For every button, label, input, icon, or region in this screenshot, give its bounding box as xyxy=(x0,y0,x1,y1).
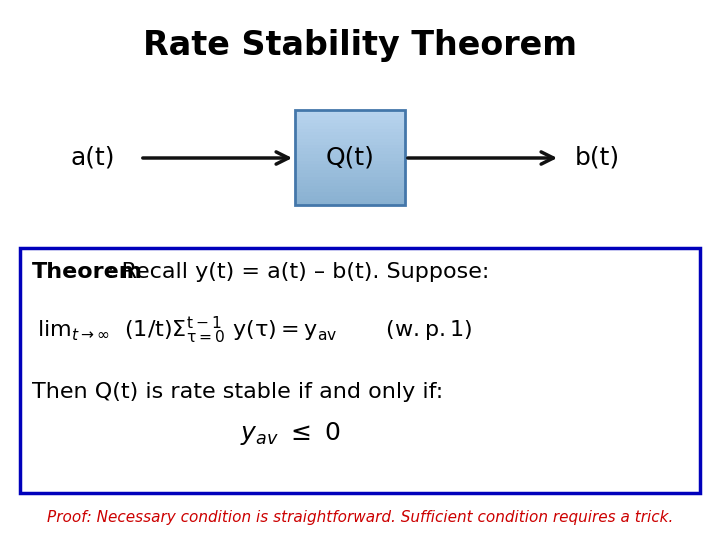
Bar xyxy=(295,136,405,139)
Bar xyxy=(295,129,405,133)
Bar xyxy=(295,183,405,187)
Bar xyxy=(295,138,405,143)
Text: Rate Stability Theorem: Rate Stability Theorem xyxy=(143,29,577,62)
Bar xyxy=(20,248,700,493)
Bar xyxy=(295,158,405,161)
Text: Then Q(t) is rate stable if and only if:: Then Q(t) is rate stable if and only if: xyxy=(32,382,444,402)
Bar xyxy=(295,113,405,117)
Bar xyxy=(295,186,405,190)
Bar xyxy=(295,145,405,149)
Bar xyxy=(295,119,405,124)
Bar xyxy=(295,110,405,205)
Bar xyxy=(295,167,405,171)
Bar xyxy=(295,192,405,197)
Bar xyxy=(295,195,405,200)
Text: Q(t): Q(t) xyxy=(325,145,374,170)
Text: Proof: Necessary condition is straightforward. Sufficient condition requires a t: Proof: Necessary condition is straightfo… xyxy=(47,510,673,525)
Text: a(t): a(t) xyxy=(71,146,115,170)
Bar xyxy=(295,151,405,156)
Bar xyxy=(295,123,405,127)
Bar xyxy=(295,126,405,130)
Bar xyxy=(295,177,405,181)
Bar xyxy=(295,202,405,206)
Text: b(t): b(t) xyxy=(575,146,620,170)
Bar xyxy=(295,161,405,165)
Text: $y_{av}\ \leq\ 0$: $y_{av}\ \leq\ 0$ xyxy=(240,420,341,447)
Bar xyxy=(295,110,405,114)
Bar xyxy=(295,141,405,146)
Bar xyxy=(295,173,405,178)
Bar xyxy=(295,164,405,168)
Bar xyxy=(295,170,405,174)
Bar xyxy=(295,180,405,184)
Bar xyxy=(295,199,405,203)
Text: Theorem: Theorem xyxy=(32,262,143,282)
Text: $\mathsf{lim}_{t\rightarrow\infty}$  $\mathsf{(1/t)\Sigma_{\tau=0}^{t-1}\ y(\tau: $\mathsf{lim}_{t\rightarrow\infty}$ $\ma… xyxy=(37,315,472,346)
Text: : Recall y(t) = a(t) – b(t). Suppose:: : Recall y(t) = a(t) – b(t). Suppose: xyxy=(107,262,490,282)
Bar xyxy=(295,154,405,159)
Bar xyxy=(295,148,405,152)
Bar xyxy=(295,132,405,136)
Bar xyxy=(295,189,405,193)
Bar xyxy=(295,116,405,120)
